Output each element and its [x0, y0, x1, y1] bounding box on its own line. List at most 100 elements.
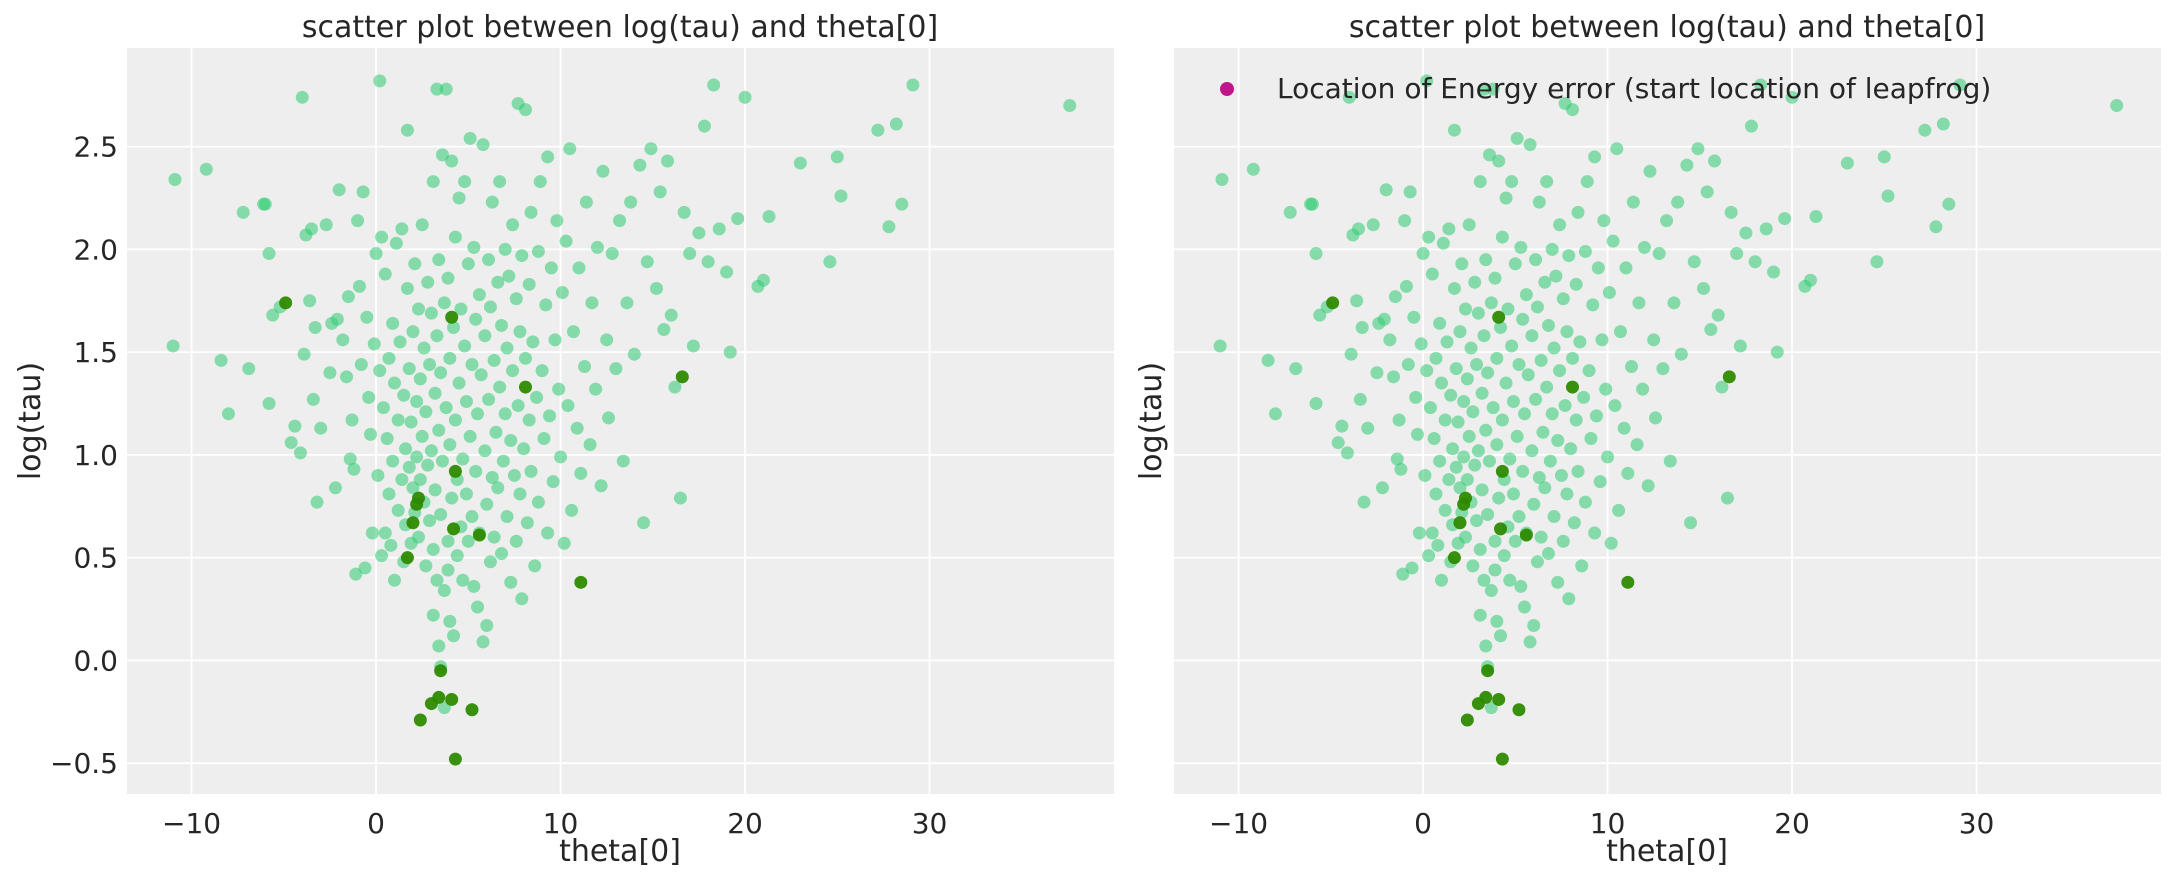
divergent-point — [448, 752, 462, 766]
sample-point — [421, 275, 435, 289]
sample-point — [415, 218, 429, 232]
divergent-point — [1512, 703, 1526, 717]
sample-point — [439, 82, 453, 96]
sample-point — [1877, 150, 1891, 164]
sample-point — [1739, 226, 1753, 240]
sample-point — [1344, 347, 1358, 361]
sample-point — [686, 339, 700, 353]
divergent-point — [1494, 522, 1508, 536]
sample-point — [430, 573, 444, 587]
x-tick-label: −10 — [1209, 807, 1268, 840]
divergent-point — [1519, 528, 1533, 542]
sample-point — [1475, 386, 1489, 400]
sample-point — [1530, 555, 1544, 569]
sample-point — [1571, 205, 1585, 219]
sample-point — [1497, 549, 1511, 563]
sample-point — [535, 364, 549, 378]
right-points — [1213, 74, 2124, 766]
sample-point — [1604, 536, 1618, 550]
sample-point — [1412, 526, 1426, 540]
sample-point — [413, 473, 427, 487]
sample-point — [373, 364, 387, 378]
divergent-point — [1495, 752, 1509, 766]
sample-point — [731, 212, 745, 226]
sample-point — [1571, 464, 1585, 478]
sample-point — [1586, 298, 1600, 312]
sample-point — [1357, 495, 1371, 509]
sample-point — [496, 454, 510, 468]
sample-point — [349, 567, 363, 581]
sample-point — [1268, 407, 1282, 421]
sample-point — [537, 431, 551, 445]
sample-point — [1492, 154, 1506, 168]
sample-point — [1479, 639, 1493, 653]
sample-point — [1516, 312, 1530, 326]
sample-point — [1514, 240, 1528, 254]
sample-point — [448, 413, 462, 427]
sample-point — [578, 360, 592, 374]
sample-point — [485, 195, 499, 209]
divergent-point — [1495, 464, 1509, 478]
sample-point — [380, 431, 394, 445]
sample-point — [1518, 600, 1532, 614]
right-chart-title: scatter plot between log(tau) and theta[… — [1349, 10, 1985, 45]
sample-point — [1540, 175, 1554, 189]
sample-point — [459, 394, 473, 408]
sample-point — [1505, 175, 1519, 189]
sample-point — [548, 333, 562, 347]
sample-point — [522, 277, 536, 291]
sample-point — [465, 357, 479, 371]
sample-point — [480, 497, 494, 511]
right-gridlines — [1174, 48, 2161, 794]
sample-point — [1696, 281, 1710, 295]
sample-point — [1881, 189, 1895, 203]
sample-point — [1460, 372, 1474, 386]
sample-point — [498, 407, 512, 421]
sample-point — [430, 329, 444, 343]
sample-point — [1514, 579, 1528, 593]
sample-point — [341, 290, 355, 304]
sample-point — [1715, 380, 1729, 394]
sample-point — [437, 296, 451, 310]
sample-point — [557, 536, 571, 550]
sample-point — [419, 405, 433, 419]
sample-point — [1840, 156, 1854, 170]
sample-point — [1936, 117, 1950, 131]
sample-point — [1331, 436, 1345, 450]
sample-point — [421, 458, 435, 472]
sample-point — [1785, 90, 1799, 104]
sample-point — [1523, 138, 1537, 152]
divergent-point — [1492, 692, 1506, 706]
sample-point — [1527, 497, 1541, 511]
sample-point — [432, 253, 446, 267]
sample-point — [1383, 333, 1397, 347]
sample-point — [664, 308, 678, 322]
sample-point — [1565, 351, 1579, 365]
sample-point — [450, 549, 464, 563]
sample-point — [352, 279, 366, 293]
sample-point — [1213, 339, 1227, 353]
sample-point — [1375, 481, 1389, 495]
sample-point — [471, 600, 485, 614]
sample-point — [456, 573, 470, 587]
sample-point — [1578, 244, 1592, 258]
sample-point — [467, 240, 481, 254]
x-tick-label: 20 — [1774, 807, 1810, 840]
sample-point — [1700, 185, 1714, 199]
sample-point — [354, 357, 368, 371]
sample-point — [1953, 78, 1967, 92]
sample-point — [434, 508, 448, 522]
sample-point — [423, 357, 437, 371]
sample-point — [478, 329, 492, 343]
sample-point — [1387, 370, 1401, 384]
sample-point — [441, 271, 455, 285]
divergent-point — [432, 690, 446, 704]
sample-point — [469, 464, 483, 478]
sample-point — [522, 413, 536, 427]
sample-point — [1398, 214, 1412, 228]
right-y-axis-label: log(tau) — [1134, 362, 1169, 480]
sample-point — [1521, 368, 1535, 382]
sample-point — [1601, 450, 1615, 464]
left-points — [166, 74, 1077, 766]
sample-point — [1744, 119, 1758, 133]
